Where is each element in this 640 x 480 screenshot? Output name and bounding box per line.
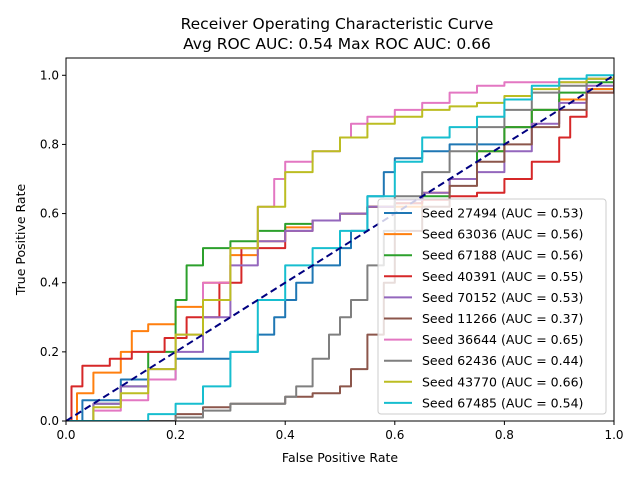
chance-diagonal-line — [66, 74, 614, 421]
legend-label-7: Seed 36644 (AUC = 0.65) — [422, 332, 583, 347]
legend-label-4: Seed 40391 (AUC = 0.55) — [422, 269, 583, 284]
legend-label-5: Seed 70152 (AUC = 0.53) — [422, 290, 583, 305]
y-tick-label: 0.4 — [40, 276, 59, 290]
plot-frame — [65, 57, 615, 422]
x-tick-label: 0.2 — [166, 428, 185, 442]
legend-label-6: Seed 11266 (AUC = 0.37) — [422, 311, 583, 326]
x-tick-label: 1.0 — [604, 428, 623, 442]
legend-label-2: Seed 63036 (AUC = 0.56) — [422, 227, 583, 242]
y-tick-label: 0.8 — [40, 137, 59, 151]
y-tick-label: 1.0 — [40, 68, 59, 82]
chart-subtitle: Avg ROC AUC: 0.54 Max ROC AUC: 0.66 — [183, 35, 491, 53]
x-axis-label: False Positive Rate — [282, 450, 398, 465]
x-tick-label: 0.4 — [276, 428, 295, 442]
x-tick-label: 0.0 — [56, 428, 75, 442]
y-tick-label: 0.0 — [40, 414, 59, 428]
chart-title: Receiver Operating Characteristic Curve — [181, 15, 494, 33]
y-tick-label: 0.2 — [40, 345, 59, 359]
y-tick-label: 0.6 — [40, 207, 59, 221]
x-tick-label: 0.6 — [385, 428, 404, 442]
x-tick-label: 0.8 — [495, 428, 514, 442]
legend-label-8: Seed 62436 (AUC = 0.44) — [422, 353, 583, 368]
roc-line-8 — [66, 75, 614, 421]
legend-label-1: Seed 27494 (AUC = 0.53) — [422, 206, 583, 221]
legend: Seed 27494 (AUC = 0.53) Seed 63036 (AUC =… — [377, 198, 607, 415]
legend-label-9: Seed 43770 (AUC = 0.66) — [422, 374, 583, 389]
roc-line-10 — [66, 74, 614, 421]
y-axis-label: True Positive Rate — [13, 184, 28, 297]
legend-label-10: Seed 67485 (AUC = 0.54) — [422, 395, 583, 410]
legend-box — [377, 198, 607, 415]
legend-label-3: Seed 67188 (AUC = 0.56) — [422, 248, 583, 263]
